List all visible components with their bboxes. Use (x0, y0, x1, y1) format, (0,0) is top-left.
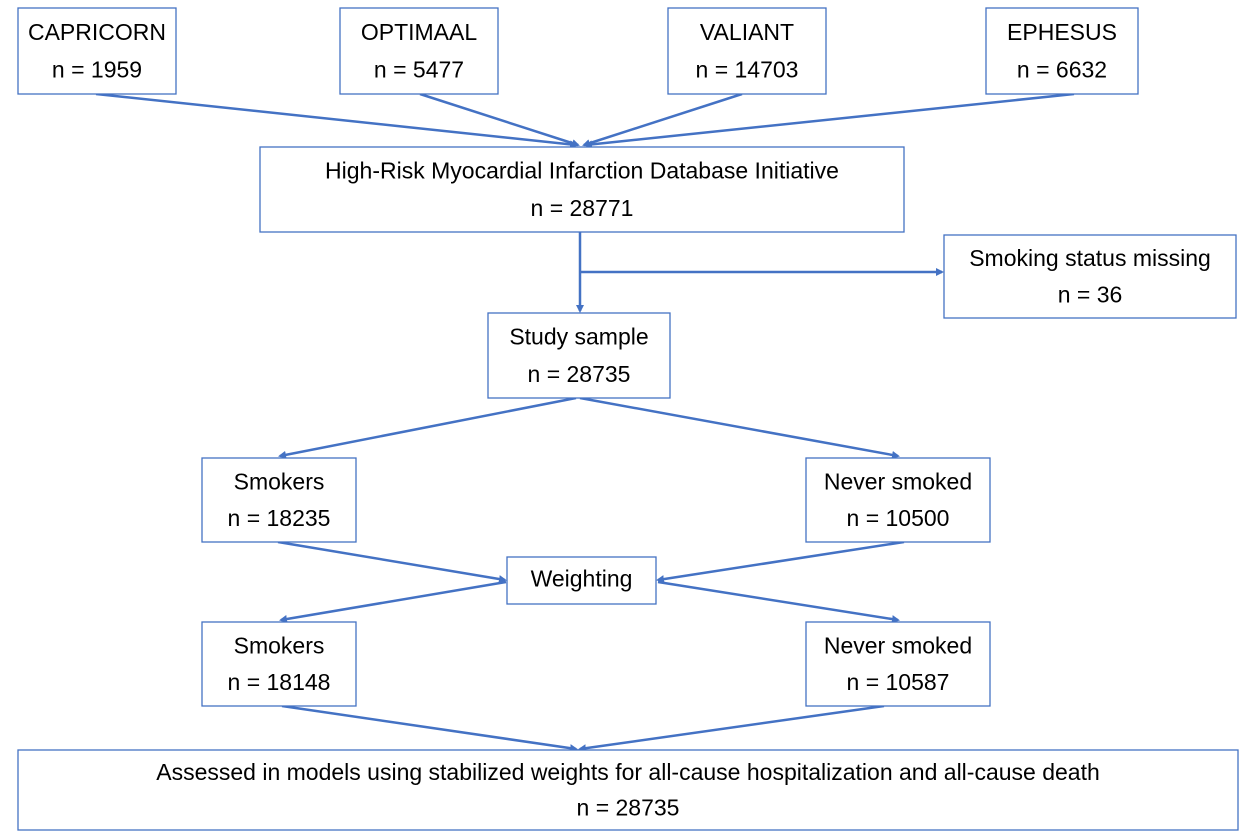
node-title: Smokers (234, 468, 325, 494)
node-title: Assessed in models using stabilized weig… (156, 759, 1100, 785)
node-title: Never smoked (824, 468, 972, 494)
node-box (259, 146, 905, 233)
node-title: Smoking status missing (969, 245, 1211, 271)
node-count: n = 6632 (1017, 57, 1107, 83)
node-title: CAPRICORN (28, 19, 166, 45)
arrow (584, 92, 1075, 149)
node-count: n = 14703 (696, 57, 799, 83)
node-box (805, 457, 991, 543)
node-count: n = 18148 (228, 669, 331, 695)
node-count: n = 1959 (52, 57, 142, 83)
node-count: n = 10587 (847, 669, 950, 695)
node-count: n = 28735 (577, 794, 680, 820)
node-title: Weighting (531, 566, 633, 592)
arrow (656, 540, 905, 584)
node-title: Never smoked (824, 632, 972, 658)
arrow (419, 92, 580, 147)
arrow (95, 92, 578, 149)
node-box (487, 312, 671, 399)
arrow (279, 580, 507, 623)
node-box (201, 621, 357, 707)
node-box (943, 234, 1237, 319)
node-box (506, 556, 657, 605)
node-box (805, 621, 991, 707)
node-title: High-Risk Myocardial Infarction Database… (325, 158, 839, 184)
node-title: Smokers (234, 632, 325, 658)
node-count: n = 28735 (528, 361, 631, 387)
node-box (201, 457, 357, 543)
node-box (985, 7, 1139, 95)
arrow (582, 92, 743, 147)
arrows (95, 92, 1075, 753)
node-title: VALIANT (700, 19, 794, 45)
node-count: n = 36 (1058, 281, 1123, 307)
node-box (339, 7, 499, 95)
node-box (17, 7, 177, 95)
node-title: EPHESUS (1007, 19, 1117, 45)
node-count: n = 5477 (374, 57, 464, 83)
node-box (667, 7, 827, 95)
arrow (281, 704, 578, 753)
node-count: n = 18235 (228, 505, 331, 531)
arrow (578, 704, 885, 753)
node-title: OPTIMAAL (361, 19, 478, 45)
arrow (277, 540, 507, 583)
arrow (579, 396, 900, 459)
node-count: n = 10500 (847, 505, 950, 531)
nodes: CAPRICORN n = 1959 OPTIMAAL n = 5477 VALIANT… (17, 7, 1239, 831)
arrow (657, 580, 900, 624)
arrow (278, 396, 577, 459)
node-box (17, 749, 1239, 831)
node-title: Study sample (509, 324, 648, 350)
node-count: n = 28771 (531, 195, 634, 221)
